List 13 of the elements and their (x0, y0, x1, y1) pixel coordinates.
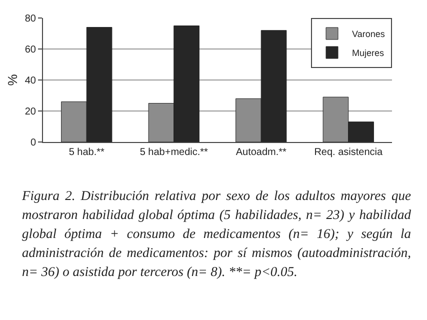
y-axis-title: % (4, 74, 20, 86)
x-tick-label: 5 hab.** (68, 147, 105, 158)
legend-label: Varones (352, 29, 386, 40)
y-tick-label: 20 (24, 106, 36, 118)
legend-label: Mujeres (352, 48, 385, 58)
x-tick-label: 5 hab+medic.** (140, 147, 208, 158)
y-tick-label: 40 (24, 76, 36, 86)
y-tick-label: 80 (24, 14, 36, 24)
y-tick-label: 60 (24, 44, 36, 56)
x-tick-label: Req. asistencia (314, 147, 383, 158)
y-tick-label: 0 (30, 138, 36, 148)
x-tick-label: Autoadm.** (236, 147, 287, 158)
text: Figura 2. Distribución relativa por sexo de los adultos mayores que mostraron habilidad global óptima (5 habilidades, n= 23) y habilidad global óptima + consumo de medicamentos (n= 16); y según la administración de medicamentos: por sí mismos (autoadministración, n= 36) o asistida por terceros (n= 8). **= p<0.05. (22, 187, 411, 281)
